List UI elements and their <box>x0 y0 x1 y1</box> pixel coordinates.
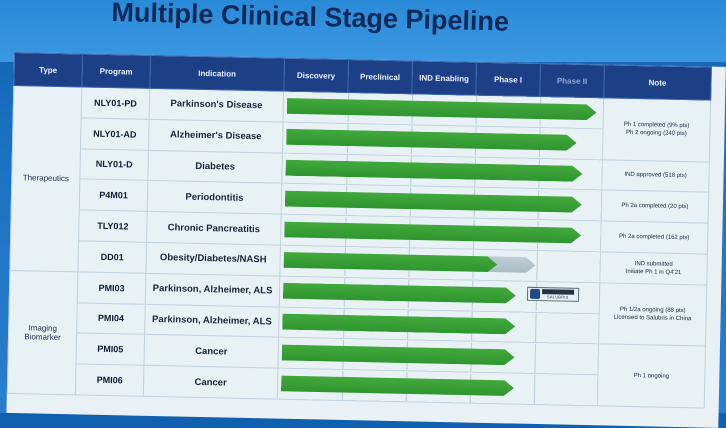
program-cell: P4M01 <box>79 179 148 212</box>
program-cell: TLY012 <box>78 210 148 243</box>
note-cell: Ph 1/2a ongoing (88 pts) Licensed to Sal… <box>598 282 707 347</box>
stage-divider <box>536 251 538 281</box>
stage-divider <box>535 312 537 342</box>
program-cell: PMI04 <box>76 302 146 335</box>
progress-arrow <box>282 344 515 365</box>
note-cell: IND approved (518 pts) <box>601 159 710 193</box>
program-cell: NLY01-PD <box>81 86 150 120</box>
header-stage-ind-enabling: IND Enabling <box>411 60 477 96</box>
indication-cell: Obesity/Diabetes/NASH <box>145 242 281 276</box>
header-type: Type <box>13 52 83 87</box>
header-stage-phase-2: Phase II <box>539 63 605 98</box>
note-cell: Ph 2a completed (162 pts) <box>600 221 709 255</box>
note-cell: Ph 1 completed (9% pts) Ph 2 ongoing (24… <box>602 97 711 162</box>
header-stage-preclinical: Preclinical <box>347 59 413 94</box>
progress-arrow <box>281 375 514 396</box>
progress-arrow <box>287 98 597 120</box>
progress-cell <box>277 368 598 406</box>
header-stage-discovery: Discovery <box>283 58 349 93</box>
program-cell: PMI05 <box>75 333 145 366</box>
header-program: Program <box>81 53 151 89</box>
indication-cell: Cancer <box>143 334 279 369</box>
indication-cell: Periodontitis <box>147 180 282 215</box>
type-group-imaging-biomarker: Imaging Biomarker <box>7 270 78 395</box>
indication-cell: Chronic Pancreatitis <box>146 211 282 246</box>
progress-arrow <box>286 129 577 151</box>
indication-cell: Parkinson, Alzheimer, ALS <box>144 303 280 338</box>
partner-logo: SALUBRIS <box>526 286 579 303</box>
title-band <box>0 0 726 62</box>
indication-cell: Alzheimer's Disease <box>148 119 284 153</box>
type-group-therapeutics: Therapeutics <box>9 85 82 272</box>
progress-track <box>278 369 598 405</box>
indication-cell: Cancer <box>143 365 278 400</box>
progress-arrow <box>282 314 515 335</box>
program-cell: NLY01-D <box>79 148 149 181</box>
indication-cell: Parkinson's Disease <box>149 88 284 122</box>
progress-arrow <box>283 283 516 304</box>
pipeline-table-container: Type Program Indication Discovery Precli… <box>6 52 726 428</box>
indication-cell: Parkinson, Alzheimer, ALS <box>145 273 280 307</box>
pipeline-table: Type Program Indication Discovery Precli… <box>7 52 712 409</box>
header-indication: Indication <box>149 55 285 92</box>
partner-logo-icon <box>529 289 540 300</box>
note-cell: IND submitted Initiate Ph 1 in Q4'21 <box>599 251 708 285</box>
program-cell: PMI06 <box>75 364 144 397</box>
program-cell: DD01 <box>77 240 147 274</box>
header-stage-phase-1: Phase I <box>475 62 541 97</box>
partner-logo-wordmark: SALUBRIS <box>541 289 574 300</box>
partner-logo-en: SALUBRIS <box>547 294 569 300</box>
header-note: Note <box>603 64 712 101</box>
note-cell: Ph 1 ongoing <box>597 344 706 409</box>
pipeline-body: Therapeutics NLY01-PD Parkinson's Disease P… <box>7 85 711 409</box>
note-cell: Ph 2a completed (20 pts) <box>601 190 709 224</box>
stage-divider <box>533 374 536 404</box>
indication-cell: Diabetes <box>147 149 283 184</box>
stage-divider <box>534 343 537 373</box>
program-cell: PMI03 <box>77 271 146 304</box>
program-cell: NLY01-AD <box>80 117 150 150</box>
progress-arrow <box>284 252 498 272</box>
